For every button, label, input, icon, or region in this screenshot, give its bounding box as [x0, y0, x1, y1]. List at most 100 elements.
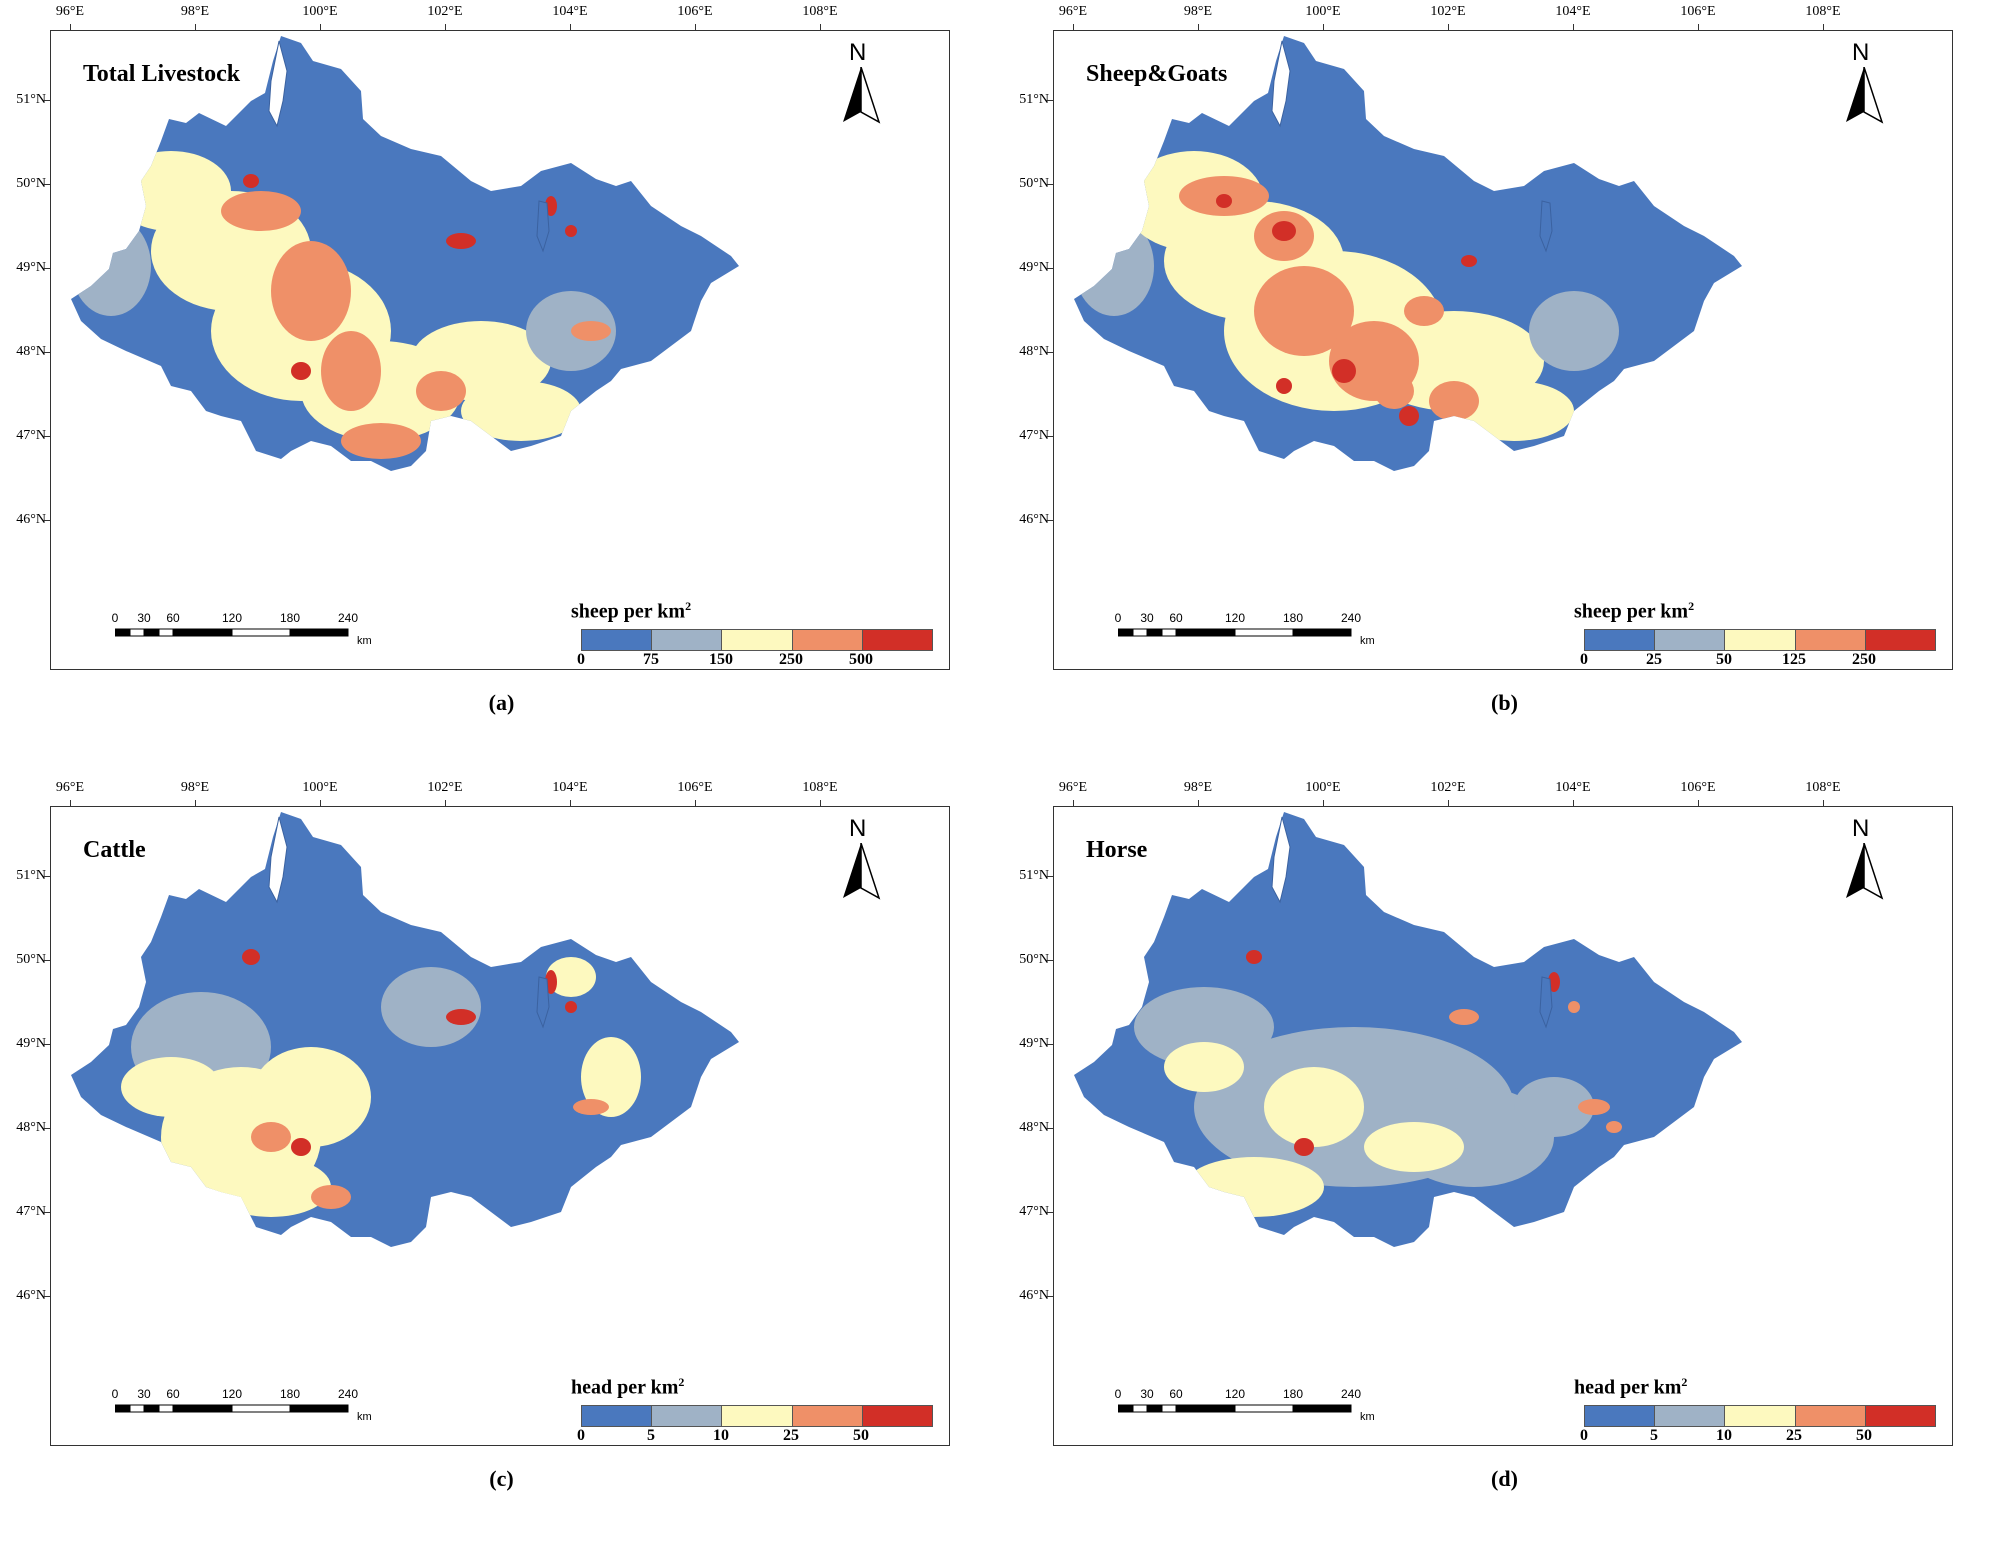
density-patch-yellow [461, 381, 581, 441]
scale-bar-unit: km [357, 1411, 372, 1423]
lat-label: 51°N [16, 868, 46, 883]
scale-bar-labels: 0 30 60 120 180 240 [1115, 611, 1368, 627]
density-patch-yellow [546, 957, 596, 997]
lat-label: 46°N [16, 512, 46, 527]
lon-tick [445, 24, 446, 30]
lat-label: 49°N [1019, 1036, 1049, 1051]
scale-tick-label: 240 [337, 611, 359, 625]
lon-label: 104°E [552, 780, 588, 795]
panel-caption: (a) [488, 690, 515, 715]
lon-tick [1448, 800, 1449, 806]
lon-tick [70, 24, 71, 30]
scale-tick-label: 30 [1140, 1387, 1154, 1401]
scale-tick-label: 0 [111, 1387, 119, 1401]
lat-label: 48°N [16, 344, 46, 359]
legend-title: head per km2 [571, 1375, 684, 1400]
scale-tick-label: 180 [1282, 1387, 1304, 1401]
scale-bar: 0 30 60 120 180 240 km [111, 1387, 372, 1427]
legend-swatch-grey [1655, 630, 1726, 650]
lon-tick [1323, 24, 1324, 30]
lake [268, 40, 288, 128]
lon-label: 98°E [180, 4, 210, 19]
scale-bar-segments [1118, 1404, 1352, 1413]
legend-swatch-red [1865, 630, 1936, 650]
lake [268, 816, 288, 904]
scale-tick-label: 60 [166, 1387, 180, 1401]
density-patch-orange [311, 1185, 351, 1209]
legend-swatch-red [862, 630, 933, 650]
scale-tick-label: 30 [137, 611, 151, 625]
legend-break-label: 0 [1580, 1427, 1588, 1444]
livestock-density-map [71, 812, 739, 1247]
legend-swatch-red [862, 1406, 933, 1426]
density-patch-orange [573, 1099, 609, 1115]
scale-tick-label: 180 [279, 611, 301, 625]
lon-tick [70, 800, 71, 806]
lat-tick [1047, 436, 1053, 437]
legend-break-label: 250 [779, 651, 803, 668]
north-arrow-icon: N [831, 815, 891, 905]
legend-break-label: 50 [1856, 1427, 1872, 1444]
density-patch-orange [1606, 1121, 1622, 1133]
scale-bar-segments [115, 1404, 349, 1413]
legend-swatch-blue [582, 630, 653, 650]
legend-title: sheep per km2 [1574, 599, 1694, 624]
panel-caption: (d) [1491, 1466, 1518, 1491]
lon-tick [820, 800, 821, 806]
legend-break-label: 500 [849, 651, 873, 668]
lat-tick [44, 1212, 50, 1213]
map-frame: Total Livestock N 0 30 60 120 180 240 km sheep pe… [50, 30, 950, 670]
density-patch-red [1272, 221, 1296, 241]
lat-tick [44, 960, 50, 961]
density-patch-grey [1134, 987, 1274, 1067]
legend-breaks: 0 75 150 250 500 [577, 651, 931, 669]
lat-label: 48°N [1019, 344, 1049, 359]
lon-label: 106°E [1680, 4, 1716, 19]
lon-label: 102°E [1430, 4, 1466, 19]
lat-tick [1047, 520, 1053, 521]
lon-tick [1198, 24, 1199, 30]
legend-swatch-grey [1655, 1406, 1726, 1426]
legend: sheep per km2 0 25 50 125 250 [1574, 599, 1936, 669]
lon-tick [570, 24, 571, 30]
lat-label: 47°N [1019, 1204, 1049, 1219]
map-panel: 96°E 98°E 100°E 102°E 104°E 106°E 108°E 51°N 50°… [1003, 776, 2006, 1552]
lon-label: 108°E [1805, 780, 1841, 795]
map-panel: 96°E 98°E 100°E 102°E 104°E 106°E 108°E 51°N 50°… [1003, 0, 2006, 776]
legend-color-bar [581, 1405, 933, 1427]
legend-swatch-yellow [722, 1406, 793, 1426]
legend-title-superscript: 2 [1681, 1375, 1688, 1389]
density-patch-orange [1374, 373, 1414, 409]
panel-caption: (c) [489, 1466, 514, 1491]
density-patch-orange [1254, 266, 1354, 356]
legend-break-label: 250 [1852, 651, 1876, 668]
lon-label: 100°E [1305, 4, 1341, 19]
legend-swatch-red [1865, 1406, 1936, 1426]
lake [1539, 200, 1553, 253]
density-patch-orange [1449, 1009, 1479, 1025]
legend-break-label: 50 [1716, 651, 1732, 668]
density-patch-orange [416, 371, 466, 411]
scale-tick-label: 0 [111, 611, 119, 625]
lat-tick [44, 1296, 50, 1297]
lon-label: 102°E [427, 4, 463, 19]
scale-tick-label: 240 [1340, 611, 1362, 625]
lon-tick [195, 24, 196, 30]
north-arrow-icon: N [831, 39, 891, 129]
lon-tick [1698, 24, 1699, 30]
legend-breaks: 0 5 10 25 50 [577, 1427, 931, 1445]
lon-tick [820, 24, 821, 30]
density-patch-orange [251, 1122, 291, 1152]
lat-label: 50°N [16, 176, 46, 191]
scale-tick-label: 120 [221, 1387, 243, 1401]
density-patch-yellow [1184, 1157, 1324, 1217]
lon-label: 108°E [802, 4, 838, 19]
scale-bar-segments [1118, 628, 1352, 637]
lat-tick [44, 436, 50, 437]
north-arrow-icon: N [1834, 815, 1894, 905]
lon-label: 98°E [180, 780, 210, 795]
legend-break-label: 25 [1786, 1427, 1802, 1444]
panel-title: Total Livestock [83, 61, 241, 87]
legend: head per km2 0 5 10 25 50 [571, 1375, 933, 1445]
north-arrow-shape [1846, 843, 1884, 900]
